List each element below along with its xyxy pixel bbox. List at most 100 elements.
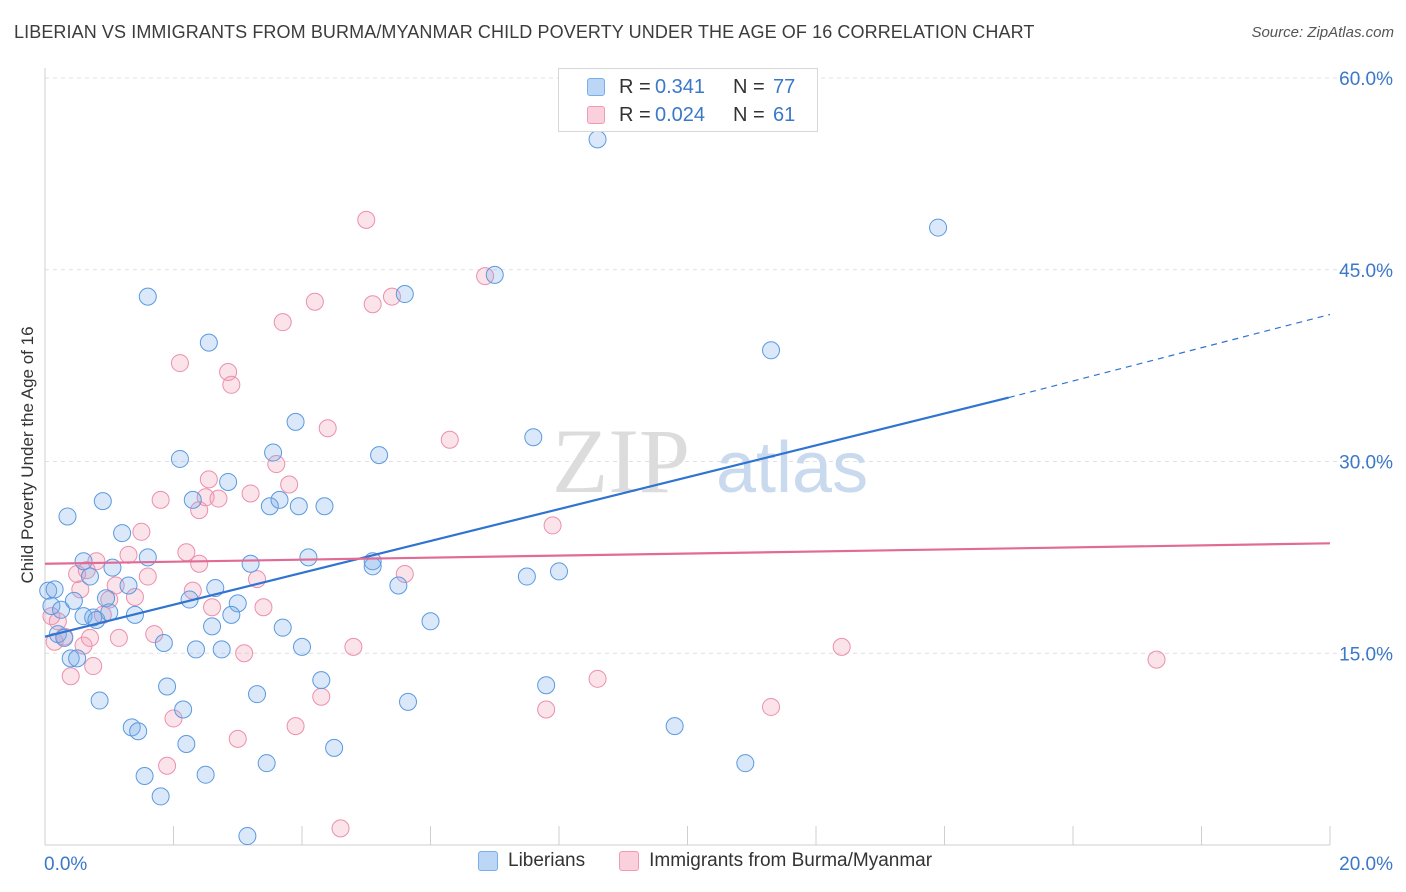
bottom-legend-label: Liberians [508, 850, 586, 871]
liberians-trend-extension [1008, 313, 1331, 399]
liberians-point [485, 265, 504, 284]
burma-point [151, 490, 170, 509]
legend-n-value: 77 [773, 75, 796, 98]
burma-point [357, 210, 376, 229]
burma-point [119, 545, 138, 564]
liberians-point [199, 333, 218, 352]
bottom-legend-liberians: Liberians [478, 850, 585, 872]
liberians-point [158, 677, 177, 696]
liberians-point [325, 738, 344, 757]
liberians-point [257, 754, 276, 773]
liberians-point [238, 827, 257, 846]
watermark: ZIP atlas [552, 410, 868, 512]
burma-point [537, 700, 556, 719]
liberians-point [39, 581, 58, 600]
series-liberians-points [39, 130, 948, 846]
axes [44, 68, 1331, 846]
burma-point [235, 644, 254, 663]
burma-trend-line [44, 542, 1331, 565]
liberians-point [299, 548, 318, 567]
burma-point [273, 313, 292, 332]
y-axis-label: Child Poverty Under the Age of 16 [18, 326, 37, 583]
burma-point [125, 588, 144, 607]
liberians-point [273, 618, 292, 637]
liberians-point [154, 634, 173, 653]
liberians-point [395, 285, 414, 304]
bottom-legend-label: Immigrants from Burma/Myanmar [649, 850, 933, 871]
burma-point [267, 455, 286, 474]
chart-title: LIBERIAN VS IMMIGRANTS FROM BURMA/MYANMA… [14, 22, 1035, 42]
burma-point [344, 637, 363, 656]
burma-point [158, 756, 177, 775]
liberians-point [736, 754, 755, 773]
liberians-point [129, 722, 148, 741]
y-tick-label: 45.0% [1339, 261, 1393, 282]
legend-r-value: 0.024 [655, 103, 706, 126]
y-tick-label: 15.0% [1339, 644, 1393, 665]
burma-point [440, 430, 459, 449]
liberians-point [186, 640, 205, 659]
watermark-zip: ZIP [552, 410, 690, 512]
liberians-point [64, 591, 83, 610]
burma-point [762, 697, 781, 716]
liberians-point [264, 443, 283, 462]
x-tick-label: 0.0% [44, 854, 87, 875]
liberians-point [174, 700, 193, 719]
burma-point [132, 522, 151, 541]
burma-point [222, 375, 241, 394]
liberians-point [389, 576, 408, 595]
liberians-point [248, 685, 267, 704]
legend-r-value: 0.341 [655, 75, 706, 98]
burma-point [209, 489, 228, 508]
liberians-point [228, 594, 247, 613]
burma-point [61, 667, 80, 686]
liberians-point [212, 640, 231, 659]
burma-point [145, 625, 164, 644]
liberians-point [61, 649, 80, 668]
liberians-point [52, 600, 71, 619]
liberians-point [74, 552, 93, 571]
liberians-point [203, 617, 222, 636]
liberians-point [241, 554, 260, 573]
liberians-point [517, 567, 536, 586]
burma-point [109, 628, 128, 647]
burma-point [312, 687, 331, 706]
legend-row-liberians: R = 0.341 N = 77 [559, 73, 795, 101]
liberians-point [399, 692, 418, 711]
burma-point [48, 612, 67, 631]
liberians-point [138, 287, 157, 306]
bottom-legend-swatch-liberians [478, 851, 498, 871]
liberians-point [537, 676, 556, 695]
liberians-point [260, 497, 279, 516]
bottom-legend-swatch-burma [619, 851, 640, 871]
grid-lines [45, 77, 1392, 654]
liberians-point [93, 492, 112, 511]
liberians-point [293, 637, 311, 656]
legend-swatch-liberians [587, 78, 605, 96]
burma-point [241, 484, 260, 503]
liberians-point [177, 735, 196, 754]
liberians-point [135, 766, 154, 785]
liberians-point [929, 218, 948, 237]
burma-point [832, 637, 851, 656]
burma-point [190, 554, 209, 573]
liberians-point [97, 589, 116, 608]
liberians-point [196, 765, 215, 784]
legend-n-label: N = [733, 75, 765, 98]
liberians-point [84, 608, 103, 627]
liberians-point [45, 580, 64, 599]
burma-point [395, 564, 414, 583]
liberians-point [665, 717, 684, 736]
burma-point [199, 470, 218, 489]
liberians-point [183, 490, 202, 509]
liberians-point [90, 691, 109, 710]
liberians-point [421, 612, 440, 631]
liberians-point [370, 446, 389, 465]
liberians-point [58, 507, 77, 526]
burma-point [87, 552, 106, 571]
liberians-point [363, 557, 382, 576]
legend-swatch-burma [587, 106, 605, 124]
liberians-point [119, 576, 138, 595]
legend-row-burma: R = 0.024 N = 61 [559, 101, 795, 129]
